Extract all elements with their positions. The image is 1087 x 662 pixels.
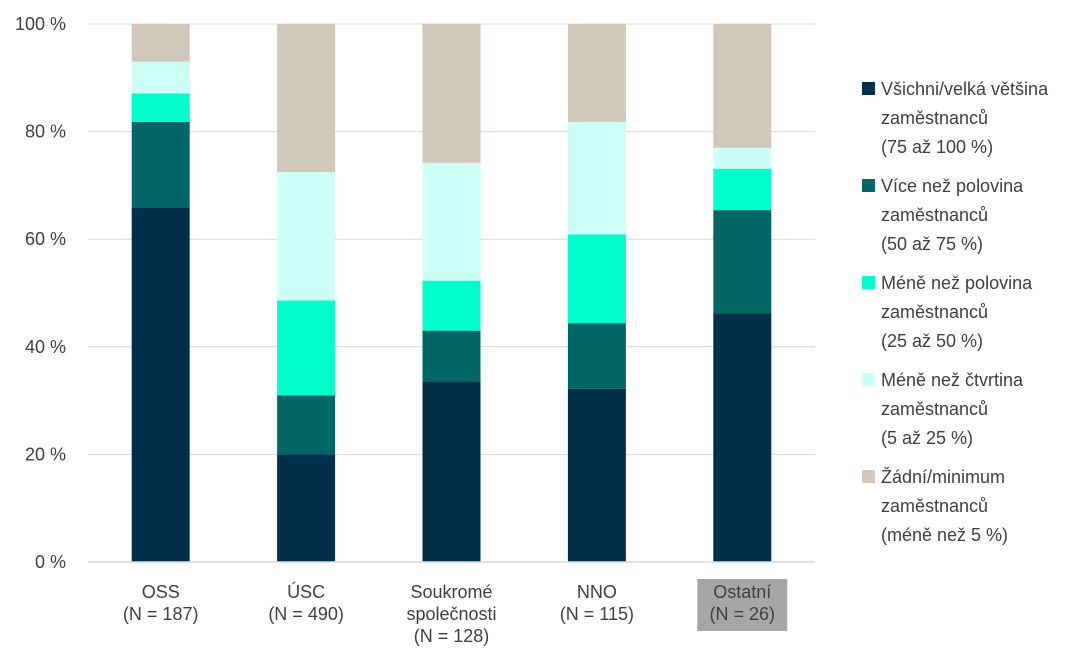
x-category-label-line: (N = 187): [123, 604, 199, 624]
legend-label: (méně než 5 %): [881, 525, 1008, 545]
legend-entry: Méně než čtvrtina zaměstnanců (5 až 25 %): [862, 370, 1024, 448]
bars: [131, 24, 772, 562]
bar-segment: [277, 454, 336, 562]
bar-stack: [567, 24, 626, 562]
bar-segment: [131, 93, 190, 122]
y-tick-label: 40 %: [25, 337, 66, 357]
bar-segment: [567, 234, 626, 324]
bar-segment: [713, 313, 772, 562]
legend-swatch: [862, 470, 875, 483]
bar-stack: [422, 24, 481, 562]
legend-swatch: [862, 82, 875, 95]
legend-label: (75 až 100 %): [881, 137, 993, 157]
legend-label: Více než polovina: [881, 176, 1024, 196]
legend-label: Žádní/minimum: [881, 467, 1005, 487]
bar-segment: [131, 207, 190, 562]
x-axis-category-labels: OSS(N = 187) ÚSC(N = 490) Soukroméspolečno…: [123, 579, 788, 646]
legend-entry: Žádní/minimum zaměstnanců (méně než 5 %): [862, 467, 1008, 545]
x-category-label-line: Soukromé: [410, 582, 492, 602]
legend-entry: Více než polovina zaměstnanců (50 až 75 %): [862, 176, 1024, 254]
x-category-label-line: ÚSC: [287, 581, 325, 602]
legend-label: zaměstnanců: [881, 496, 988, 516]
legend-swatch: [862, 373, 875, 386]
x-category-label-line: NNO: [577, 582, 617, 602]
bar-segment: [567, 388, 626, 562]
legend: Všichni/velká většina zaměstnanců (75 až 1…: [862, 79, 1049, 545]
x-category-label-line: (N = 128): [414, 626, 490, 646]
legend-swatch: [862, 179, 875, 192]
bar-stack: [277, 24, 336, 562]
legend-label: zaměstnanců: [881, 205, 988, 225]
y-axis-tick-labels: 0 % 20 % 40 % 60 % 80 % 100 %: [15, 14, 66, 572]
legend-label: (25 až 50 %): [881, 331, 983, 351]
bar-stack: [713, 24, 772, 562]
legend-label: zaměstnanců: [881, 399, 988, 419]
legend-label: Méně než polovina: [881, 273, 1033, 293]
bar-segment: [422, 280, 481, 331]
x-category-label-line: společnosti: [406, 604, 496, 624]
x-category-label: Ostatní(N = 26): [697, 579, 788, 631]
bar-segment: [277, 300, 336, 396]
y-tick-label: 100 %: [15, 14, 66, 34]
bar-segment: [567, 323, 626, 389]
bar-segment: [131, 24, 190, 62]
legend-label: (50 až 75 %): [881, 234, 983, 254]
x-category-label-line: (N = 490): [268, 604, 344, 624]
legend-label: Všichni/velká většina: [881, 79, 1049, 99]
bar-segment: [567, 24, 626, 122]
x-category-label-line: OSS: [142, 582, 180, 602]
y-tick-label: 60 %: [25, 229, 66, 249]
highlight-box: [697, 579, 788, 631]
y-tick-label: 0 %: [35, 552, 66, 572]
bar-segment: [422, 381, 481, 562]
legend-label: (5 až 25 %): [881, 428, 973, 448]
y-tick-label: 80 %: [25, 122, 66, 142]
y-tick-label: 20 %: [25, 444, 66, 464]
legend-entry: Méně než polovina zaměstnanců (25 až 50 %): [862, 273, 1033, 351]
bar-segment: [713, 210, 772, 314]
bar-segment: [277, 171, 336, 301]
bar-segment: [422, 162, 481, 281]
bar-segment: [713, 147, 772, 169]
x-category-label: NNO(N = 115): [560, 582, 634, 624]
bar-segment: [422, 24, 481, 163]
bar-segment: [713, 168, 772, 211]
x-category-label-line: (N = 26): [710, 604, 776, 624]
legend-label: zaměstnanců: [881, 108, 988, 128]
x-category-label-line: (N = 115): [560, 604, 634, 624]
legend-label: Méně než čtvrtina: [881, 370, 1024, 390]
legend-entry: Všichni/velká většina zaměstnanců (75 až 1…: [862, 79, 1049, 157]
legend-label: zaměstnanců: [881, 302, 988, 322]
legend-swatch: [862, 276, 875, 289]
bar-segment: [567, 121, 626, 235]
bar-segment: [131, 121, 190, 208]
bar-segment: [131, 61, 190, 94]
x-category-label: OSS(N = 187): [123, 582, 199, 624]
bar-segment: [422, 330, 481, 382]
bar-stack: [131, 24, 190, 562]
bar-segment: [713, 24, 772, 148]
bar-segment: [277, 395, 336, 455]
bar-segment: [277, 24, 336, 172]
x-category-label: ÚSC(N = 490): [268, 581, 344, 624]
x-category-label-line: Ostatní: [713, 582, 771, 602]
